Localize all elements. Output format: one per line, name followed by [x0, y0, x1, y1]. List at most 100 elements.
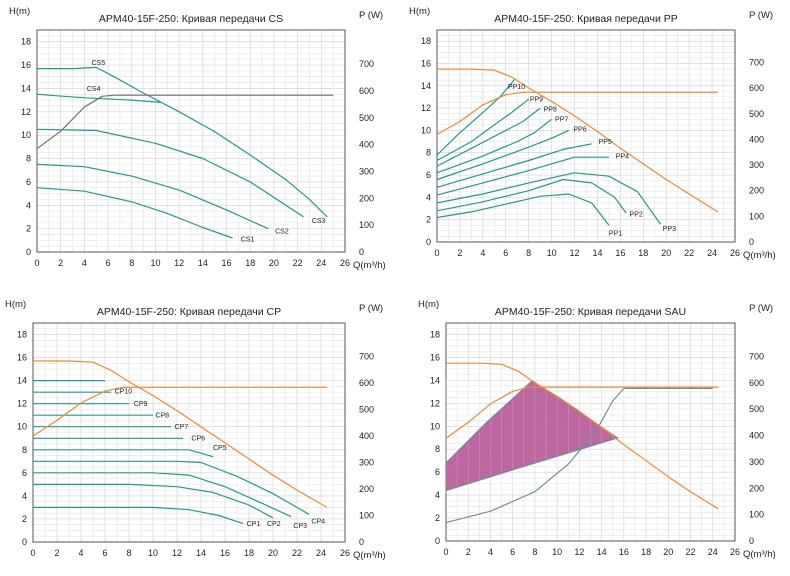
curve-pp6	[436, 129, 570, 181]
y2-tick-label: 500	[359, 405, 374, 415]
curve-label: CP6	[191, 436, 205, 443]
plot-frame	[436, 29, 736, 243]
y2-axis-label: P (W)	[749, 10, 773, 21]
plot-frame	[445, 322, 736, 542]
curve-label: CS2	[275, 228, 289, 235]
y-tick-label: 8	[426, 148, 431, 158]
y-tick-label: 12	[17, 399, 27, 409]
x-tick-label: 4	[78, 548, 83, 558]
x-tick-label: 12	[570, 248, 580, 258]
curve-pp3	[436, 172, 661, 225]
x-axis-label: Q(m³/h)	[353, 550, 386, 561]
y-tick-label: 6	[22, 468, 27, 478]
y2-tick-label: 500	[359, 113, 374, 123]
x-tick-label: 16	[615, 248, 625, 258]
y2-tick-label: 700	[359, 59, 374, 69]
y2-tick-label: 100	[359, 220, 374, 230]
x-tick-label: 14	[597, 547, 607, 557]
curve-label: CS1	[241, 236, 255, 243]
y2-axis-label: P (W)	[359, 10, 383, 21]
y-tick-label: 12	[21, 107, 31, 117]
curve-pp5	[436, 143, 592, 188]
y2-tick-label: 0	[359, 537, 364, 547]
y-tick-label: 0	[22, 537, 27, 547]
x-tick-label: 6	[102, 548, 107, 558]
x-tick-label: 6	[503, 248, 508, 258]
x-tick-label: 20	[268, 548, 278, 558]
y-tick-label: 12	[421, 103, 431, 113]
x-tick-label: 2	[58, 258, 63, 268]
y2-tick-label: 200	[749, 483, 764, 493]
y2-tick-label: 600	[359, 86, 374, 96]
y2-tick-label: 600	[749, 378, 764, 388]
curve-label: PP7	[555, 116, 568, 123]
y-tick-label: 6	[26, 177, 31, 187]
y-tick-label: 18	[21, 37, 31, 47]
y2-tick-label: 400	[749, 431, 764, 441]
x-tick-label: 8	[526, 248, 531, 258]
curve-pp9	[436, 98, 530, 162]
curve-label: CP8	[155, 413, 169, 420]
curve-label: PP5	[599, 139, 612, 146]
y2-axis-label: P (W)	[359, 303, 383, 314]
curve-cs5	[37, 66, 328, 218]
y-tick-label: 14	[21, 83, 31, 93]
x-tick-label: 22	[292, 548, 302, 558]
x-tick-label: 20	[663, 547, 673, 557]
y2-tick-label: 0	[749, 237, 754, 247]
grid-cp	[32, 322, 346, 543]
curve-label: CS3	[312, 218, 326, 225]
x-tick-label: 12	[174, 258, 184, 268]
y2-tick-label: 500	[749, 404, 764, 414]
x-tick-label: 0	[443, 547, 448, 557]
y-tick-label: 0	[435, 536, 440, 546]
y-tick-label: 4	[426, 192, 431, 202]
y-tick-label: 14	[17, 376, 27, 386]
curve-label: PP2	[630, 211, 643, 218]
power-curve	[436, 91, 718, 135]
x-tick-label: 10	[148, 548, 158, 558]
x-tick-label: 22	[684, 248, 694, 258]
x-axis-label: Q(m³/h)	[743, 549, 776, 560]
y-tick-label: 0	[26, 247, 31, 257]
curve-cp2	[33, 483, 274, 519]
x-tick-label: 24	[316, 548, 326, 558]
x-tick-label: 10	[552, 547, 562, 557]
x-axis-label: Q(m³/h)	[743, 250, 776, 261]
x-tick-label: 6	[510, 547, 515, 557]
head-curve	[445, 437, 619, 492]
y2-tick-label: 100	[749, 510, 764, 520]
x-tick-label: 6	[106, 258, 111, 268]
y2-tick-label: 200	[359, 484, 374, 494]
y2-tick-label: 300	[749, 160, 764, 170]
y-tick-label: 18	[17, 330, 27, 340]
y2-tick-label: 200	[359, 193, 374, 203]
x-tick-label: 20	[269, 258, 279, 268]
head-curve	[33, 360, 328, 508]
chart-title: APM40-15F-250: Кривая передачи CS	[99, 13, 283, 25]
curve-cs3	[36, 128, 304, 218]
x-tick-label: 4	[488, 547, 493, 557]
y-tick-label: 10	[17, 422, 27, 432]
curve-label: CS5	[91, 60, 105, 67]
y-tick-label: 4	[22, 491, 27, 501]
y2-tick-label: 300	[359, 166, 374, 176]
curve-label: PP8	[544, 106, 557, 113]
y-tick-label: 16	[17, 353, 27, 363]
curve-label: CP3	[293, 523, 307, 530]
grid-cs	[36, 29, 346, 253]
y-tick-label: 12	[430, 398, 440, 408]
curve-label: CP2	[267, 521, 281, 528]
y-tick-label: 14	[421, 81, 431, 91]
curve-label: PP9	[530, 96, 543, 103]
x-tick-label: 0	[34, 258, 39, 268]
y-tick-label: 2	[435, 513, 440, 523]
x-tick-label: 10	[150, 258, 160, 268]
head-curve	[445, 379, 534, 464]
plot-frame	[32, 322, 346, 543]
x-tick-label: 24	[707, 248, 717, 258]
y2-tick-label: 100	[359, 511, 374, 521]
curve-pp2	[436, 178, 627, 214]
x-tick-label: 18	[245, 258, 255, 268]
